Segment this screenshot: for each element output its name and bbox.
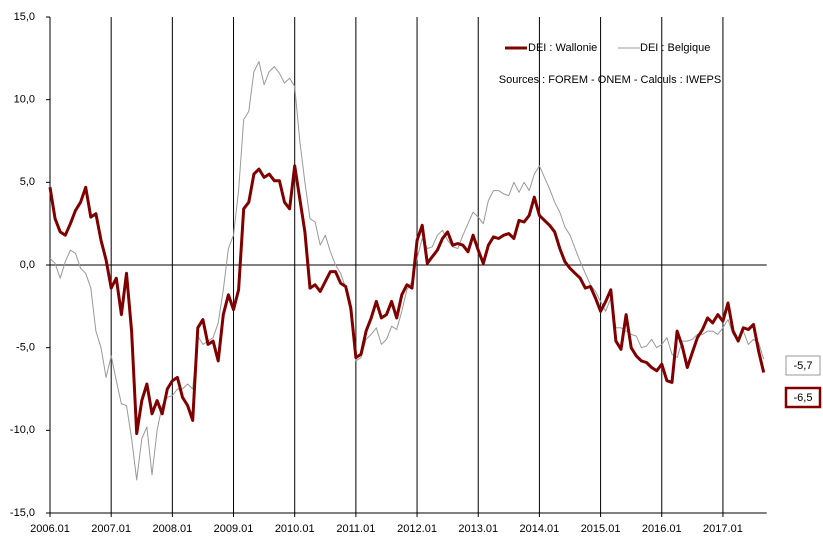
y-tick-label: 10,0 <box>14 94 35 106</box>
y-tick-label: 0,0 <box>20 259 35 271</box>
x-tick-label: 2007.01 <box>91 523 131 535</box>
x-tick-label: 2010.01 <box>275 523 315 535</box>
x-tick-label: 2012.01 <box>397 523 437 535</box>
line-series <box>48 164 766 436</box>
legend-label: DEI : Wallonie <box>528 42 597 54</box>
x-tick-label: 2014.01 <box>520 523 560 535</box>
x-tick-label: 2008.01 <box>152 523 192 535</box>
value-label: -6,5 <box>794 392 813 404</box>
legend-label: DEI : Belgique <box>640 42 710 54</box>
y-tick-label: -15,0 <box>10 507 35 519</box>
x-tick-label: 2013.01 <box>458 523 498 535</box>
x-tick-label: 2009.01 <box>214 523 254 535</box>
value-label: -5,7 <box>794 360 813 372</box>
x-tick-label: 2017.01 <box>703 523 743 535</box>
x-tick-label: 2015.01 <box>581 523 621 535</box>
x-tick-label: 2016.01 <box>642 523 682 535</box>
y-tick-label: 15,0 <box>14 11 35 23</box>
line-series <box>49 61 765 481</box>
x-tick-label: 2006.01 <box>30 523 70 535</box>
x-tick-label: 2011.01 <box>336 523 375 535</box>
y-tick-label: 5,0 <box>20 176 35 188</box>
y-tick-label: -10,0 <box>10 424 35 436</box>
y-tick-label: -5,0 <box>16 342 35 354</box>
value-label-box <box>785 355 821 376</box>
source-note: Sources : FOREM - ONEM - Calculs : IWEPS <box>499 74 721 86</box>
value-label-box <box>784 386 822 409</box>
